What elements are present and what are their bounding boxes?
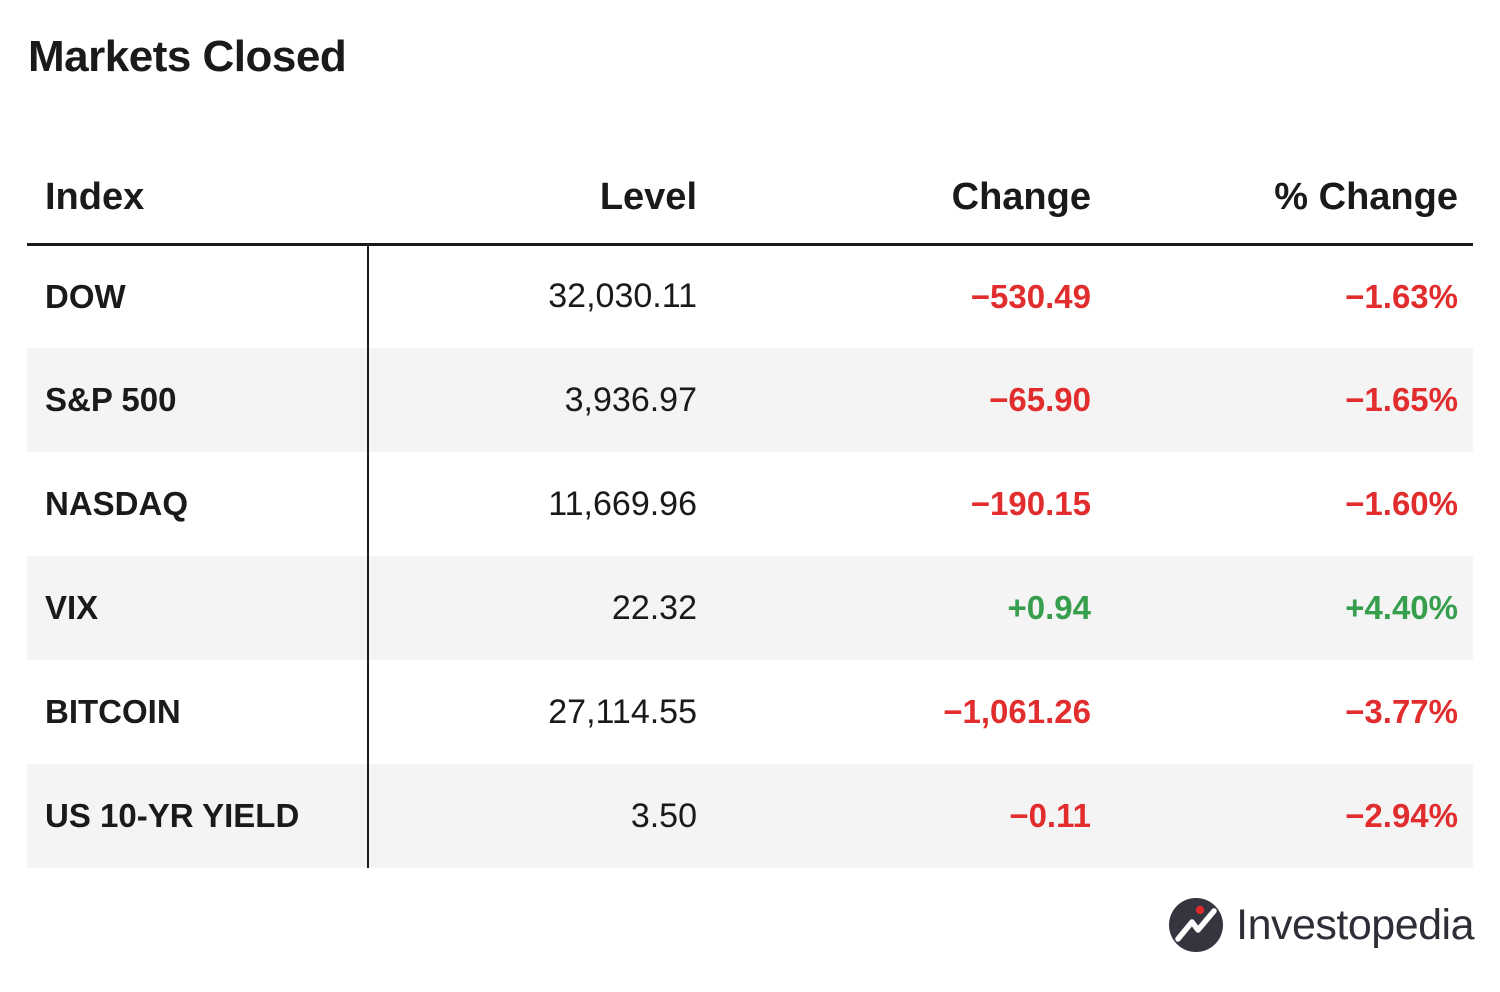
- page-title: Markets Closed: [28, 32, 347, 81]
- level-cell: 27,114.55: [548, 692, 697, 731]
- index-name-cell: S&P 500: [27, 348, 369, 452]
- pct-change-cell: −1.65%: [1345, 381, 1458, 418]
- change-cell: −0.11: [1009, 797, 1091, 834]
- pct-change-cell: +4.40%: [1345, 589, 1458, 626]
- markets-table: Index Level Change % Change DOW 32,030.11…: [27, 160, 1473, 868]
- column-header-change: Change: [705, 160, 1095, 246]
- change-cell: −65.90: [989, 381, 1091, 418]
- logo-wordmark: Investopedia: [1236, 900, 1474, 949]
- level-cell: 32,030.11: [548, 277, 697, 316]
- pct-change-cell: −2.94%: [1345, 797, 1458, 834]
- pct-change-cell: −3.77%: [1345, 693, 1458, 730]
- table-row: US 10-YR YIELD 3.50 −0.11 −2.94%: [27, 764, 1473, 868]
- table-row: BITCOIN 27,114.55 −1,061.26 −3.77%: [27, 660, 1473, 764]
- change-cell: −190.15: [970, 485, 1091, 522]
- table-header: Index Level Change % Change: [27, 160, 1473, 246]
- column-header-level: Level: [368, 160, 705, 246]
- change-cell: −530.49: [970, 277, 1091, 315]
- investopedia-i-icon: [1169, 898, 1224, 952]
- pct-change-cell: −1.60%: [1345, 485, 1458, 522]
- index-name-cell: VIX: [27, 556, 369, 660]
- change-cell: +0.94: [1007, 589, 1092, 626]
- table-row: DOW 32,030.11 −530.49 −1.63%: [27, 244, 1473, 348]
- table-row: VIX 22.32 +0.94 +4.40%: [27, 556, 1473, 660]
- index-name-cell: NASDAQ: [27, 452, 369, 556]
- level-cell: 22.32: [611, 588, 697, 627]
- change-cell: −1,061.26: [943, 693, 1091, 730]
- index-name-cell: US 10-YR YIELD: [27, 764, 369, 868]
- column-header-pct-change: % Change: [1095, 160, 1473, 246]
- investopedia-logo: Investopedia: [1169, 898, 1474, 952]
- level-cell: 11,669.96: [548, 484, 697, 523]
- column-header-index: Index: [27, 160, 368, 246]
- index-name-cell: BITCOIN: [27, 660, 369, 764]
- level-cell: 3,936.97: [564, 380, 697, 419]
- table-row: NASDAQ 11,669.96 −190.15 −1.60%: [27, 452, 1473, 556]
- index-name-cell: DOW: [27, 244, 369, 348]
- pct-change-cell: −1.63%: [1345, 277, 1458, 315]
- table-row: S&P 500 3,936.97 −65.90 −1.65%: [27, 348, 1473, 452]
- markets-table-container: Index Level Change % Change DOW 32,030.11…: [27, 160, 1473, 868]
- level-cell: 3.50: [630, 796, 697, 835]
- market-table-body: DOW 32,030.11 −530.49 −1.63% S&P 500 3,936.97…: [27, 244, 1473, 868]
